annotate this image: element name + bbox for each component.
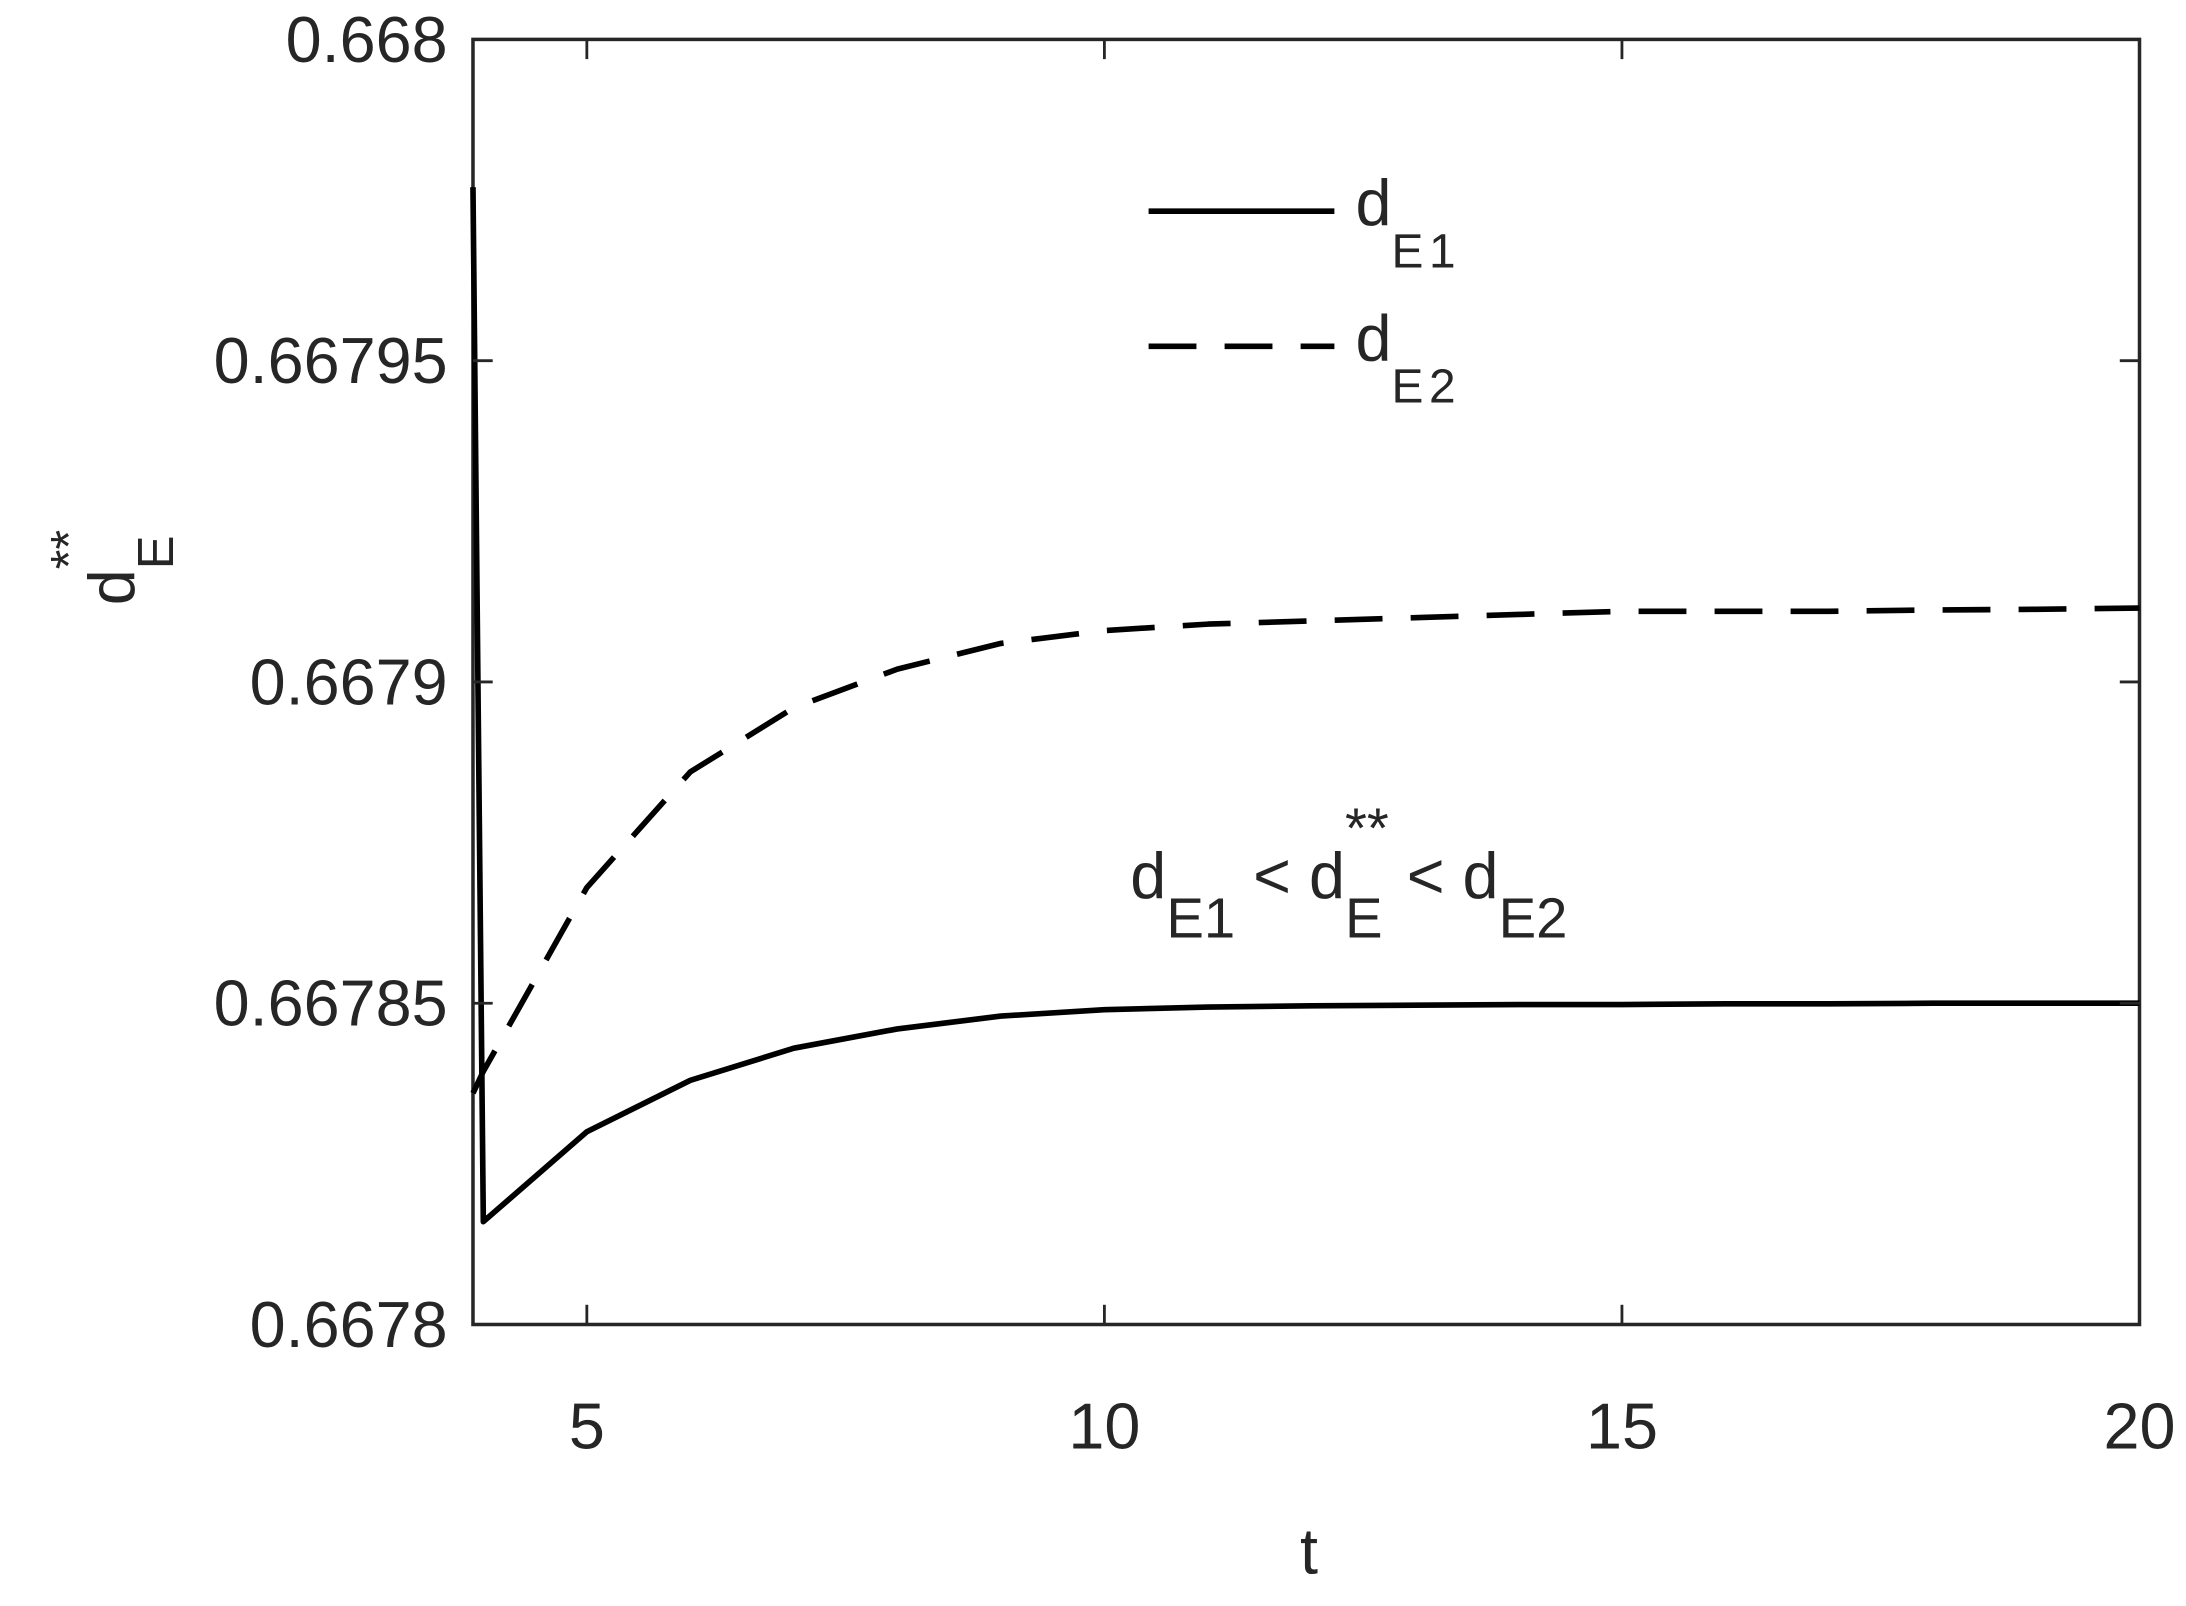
x-tick-label: 20: [2103, 1389, 2175, 1462]
annotation-part: d: [1130, 839, 1166, 912]
plot-area: [470, 187, 2140, 1225]
y-label-base: d: [75, 569, 148, 605]
annotation-part: E: [1345, 886, 1383, 949]
x-axis-label: t: [1300, 1515, 1318, 1588]
annotation-part: E1: [1166, 886, 1235, 949]
x-tick-label: 10: [1068, 1389, 1140, 1462]
plot-frame: [471, 37, 2142, 1327]
y-tick-label: 0.66795: [214, 324, 448, 397]
annotation-part: E2: [1499, 886, 1568, 949]
annotation-part: < d: [1235, 839, 1345, 912]
legend-label: dE1: [1356, 166, 1462, 278]
y-tick-label: 0.6678: [250, 1288, 448, 1361]
x-tick-label: 15: [1586, 1389, 1658, 1462]
y-tick-label: 0.66785: [214, 967, 448, 1040]
y-axis-label: dE **: [40, 530, 184, 605]
y-tick-label: 0.6679: [250, 645, 448, 718]
series-line: [470, 605, 2140, 1095]
y-label-sub: E: [127, 535, 184, 569]
annotation-part: **: [1345, 796, 1389, 859]
y-label-sup: **: [40, 530, 97, 569]
legend-label: dE2: [1356, 301, 1462, 413]
legend-label-sub: E2: [1392, 361, 1462, 414]
legend-label-base: d: [1356, 166, 1392, 239]
series-line: [470, 187, 2140, 1225]
legend-label-base: d: [1356, 301, 1392, 374]
legend-label-sub: E1: [1392, 225, 1462, 278]
annotation: dE1 < dE** < dE2: [1130, 796, 1567, 949]
y-tick-label: 0.668: [286, 3, 448, 76]
x-tick-label: 5: [569, 1389, 605, 1462]
annotation-part: < d: [1389, 839, 1499, 912]
